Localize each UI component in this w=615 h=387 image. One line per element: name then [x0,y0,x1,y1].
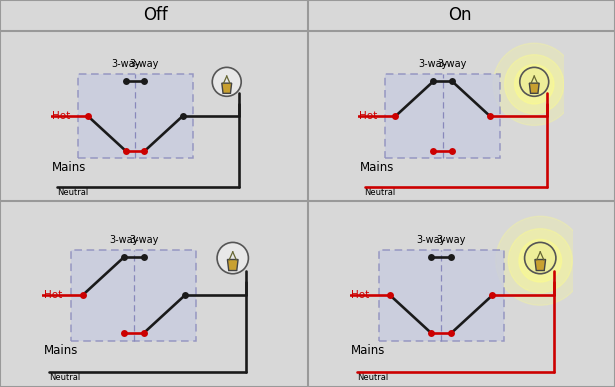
Circle shape [217,242,248,274]
Text: Mains: Mains [351,344,386,357]
Text: Hot: Hot [360,111,378,121]
Text: Mains: Mains [360,161,394,175]
Circle shape [525,242,556,274]
Text: Mains: Mains [52,161,86,175]
Polygon shape [530,83,539,93]
Circle shape [505,55,564,114]
FancyBboxPatch shape [385,74,501,158]
FancyBboxPatch shape [71,250,196,341]
Text: Neutral: Neutral [357,373,388,382]
Text: 3-way: 3-way [129,235,159,245]
Text: 3-way: 3-way [130,60,159,70]
Circle shape [515,65,554,104]
Text: Off: Off [143,7,168,24]
Text: On: On [448,7,472,24]
Circle shape [496,216,585,305]
Circle shape [508,229,573,293]
Text: Mains: Mains [44,344,78,357]
Text: 3-way: 3-way [416,235,446,245]
Circle shape [519,240,561,282]
Text: 3-way: 3-way [109,235,138,245]
FancyBboxPatch shape [77,74,193,158]
Text: 3-way: 3-way [111,60,141,70]
Text: Neutral: Neutral [365,188,396,197]
Polygon shape [222,83,232,93]
Text: Hot: Hot [52,111,70,121]
Text: Neutral: Neutral [57,188,89,197]
Text: Neutral: Neutral [49,373,81,382]
Text: Hot: Hot [44,290,62,300]
Circle shape [520,67,549,96]
Polygon shape [535,260,546,271]
FancyBboxPatch shape [379,250,504,341]
Text: 3-way: 3-way [419,60,448,70]
Circle shape [212,67,241,96]
Text: 3-way: 3-way [437,235,466,245]
Circle shape [493,43,576,125]
Text: Hot: Hot [351,290,370,300]
Text: 3-way: 3-way [437,60,467,70]
Polygon shape [228,260,238,271]
